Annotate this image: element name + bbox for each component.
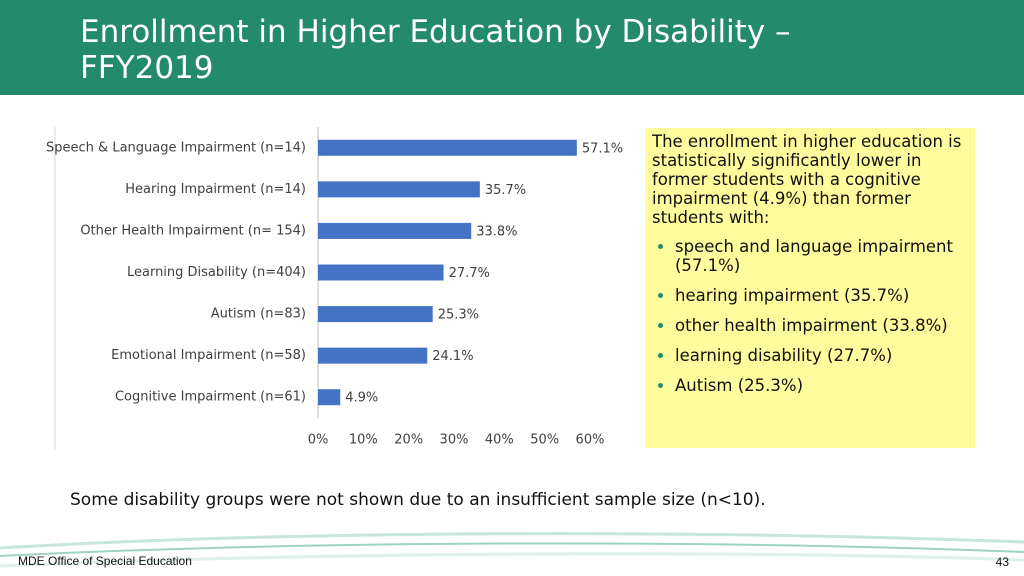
bullet: other health impairment (33.8%) [675, 316, 967, 335]
value-label: 25.3% [438, 308, 479, 323]
swoosh [0, 552, 1024, 568]
value-label: 4.9% [345, 391, 378, 406]
callout: The enrollment in higher education is st… [645, 128, 975, 448]
value-label: 57.1% [582, 141, 623, 156]
value-label: 35.7% [485, 183, 526, 198]
callout-intro: The enrollment in higher education is st… [652, 132, 962, 227]
footnote: Some disability groups were not shown du… [70, 490, 766, 510]
bar [318, 306, 433, 323]
header-band [0, 0, 1024, 95]
bullet: learning disability (27.7%) [675, 346, 967, 365]
y-tick-label: Learning Disability (n=404) [127, 265, 306, 280]
value-label: 24.1% [432, 349, 473, 364]
x-tick-label: 20% [394, 433, 423, 448]
footer-org: MDE Office of Special Education [18, 554, 192, 568]
swoosh [0, 532, 1024, 550]
x-tick-label: 10% [349, 433, 378, 448]
bar [318, 139, 577, 156]
swoosh [0, 542, 1024, 557]
y-tick-label: Cognitive Impairment (n=61) [115, 390, 306, 405]
x-tick-label: 40% [485, 433, 514, 448]
bullet-list: speech and language impairment (57.1%) he… [652, 237, 967, 395]
bar [318, 264, 444, 281]
x-tick-label: 30% [440, 433, 469, 448]
x-tick-label: 50% [530, 433, 559, 448]
y-tick-label: Other Health Impairment (n= 154) [80, 223, 306, 238]
x-tick-label: 0% [308, 433, 329, 448]
y-tick-label: Hearing Impairment (n=14) [125, 182, 306, 197]
bar [318, 347, 428, 364]
value-label: 27.7% [449, 266, 490, 281]
bullet: Autism (25.3%) [675, 376, 967, 395]
value-label: 33.8% [476, 224, 517, 239]
slide-title: Enrollment in Higher Education by Disabi… [80, 14, 791, 86]
y-tick-label: Emotional Impairment (n=58) [111, 348, 306, 363]
bar [318, 389, 341, 406]
bullet: speech and language impairment (57.1%) [675, 237, 967, 275]
bar [318, 222, 472, 239]
y-tick-label: Speech & Language Impairment (n=14) [46, 140, 306, 155]
bullet: hearing impairment (35.7%) [675, 286, 967, 305]
y-tick-label: Autism (n=83) [211, 307, 306, 322]
bar [318, 181, 480, 198]
page-number: 43 [995, 555, 1009, 569]
x-tick-label: 60% [576, 433, 605, 448]
